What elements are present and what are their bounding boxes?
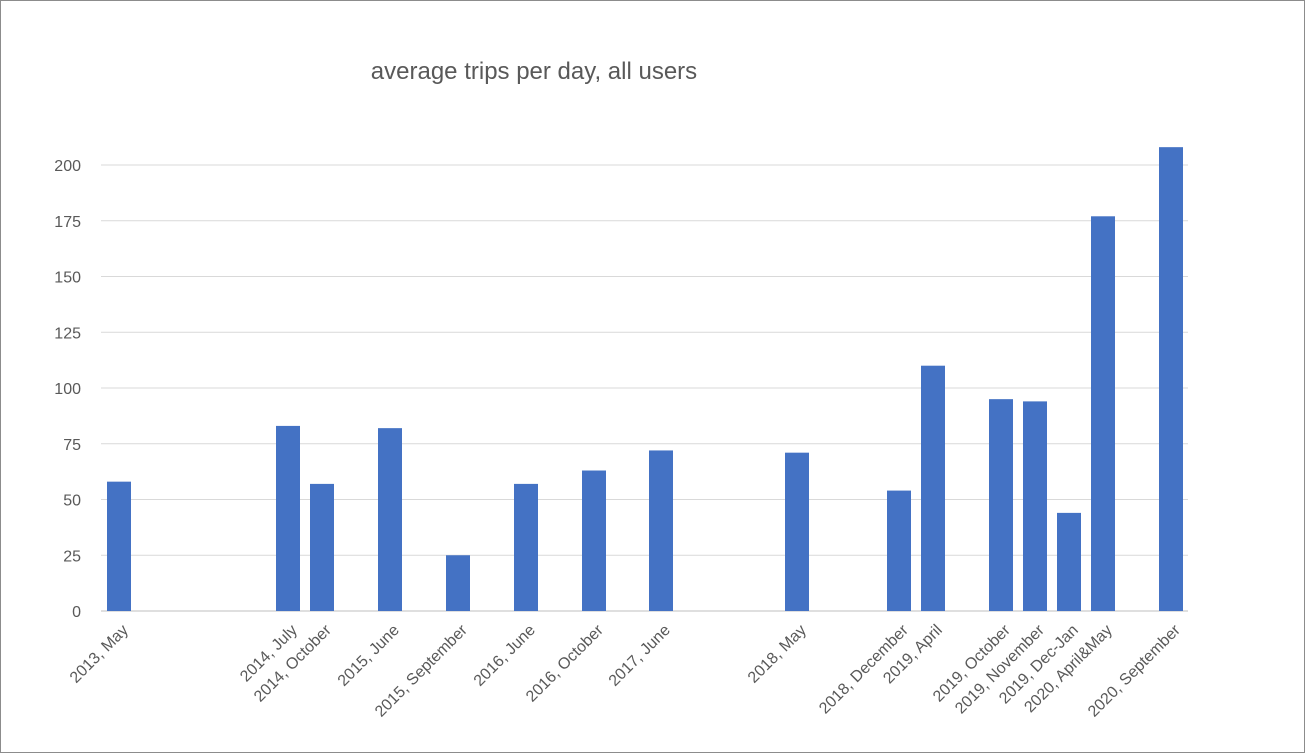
y-tick-label: 175: [54, 214, 81, 231]
bar: [1091, 216, 1115, 612]
bar: [921, 365, 945, 611]
y-tick-label: 25: [63, 548, 81, 565]
y-tick-label: 75: [63, 437, 81, 454]
bar: [989, 399, 1013, 611]
chart-title: average trips per day, all users: [371, 58, 697, 85]
x-tick-label: 2016, June: [471, 622, 539, 690]
bar: [649, 450, 673, 611]
bar: [1023, 401, 1047, 611]
bar: [514, 483, 538, 611]
y-tick-label: 0: [72, 604, 81, 621]
y-tick-label: 50: [63, 493, 81, 510]
x-tick-label: 2015, June: [335, 622, 403, 690]
x-tick-label: 2013, May: [67, 622, 132, 687]
bar: [1057, 512, 1081, 611]
x-tick-label: 2017, June: [606, 622, 674, 690]
bar: [378, 428, 402, 611]
y-tick-label: 125: [54, 325, 81, 342]
y-axis-ticks: 0 25 50 75 100 125 150 175 200: [54, 158, 81, 621]
y-tick-label: 200: [54, 158, 81, 175]
y-tick-label: 100: [54, 381, 81, 398]
bar: [1159, 147, 1183, 611]
bar: [276, 425, 300, 611]
bar: [310, 483, 334, 611]
x-tick-label: 2018, May: [745, 622, 810, 687]
bars: [107, 147, 1183, 612]
y-tick-label: 150: [54, 270, 81, 287]
bar: [887, 490, 911, 611]
bar: [785, 452, 809, 611]
bar: [582, 470, 606, 611]
bar: [446, 555, 470, 611]
bar: [107, 481, 131, 611]
